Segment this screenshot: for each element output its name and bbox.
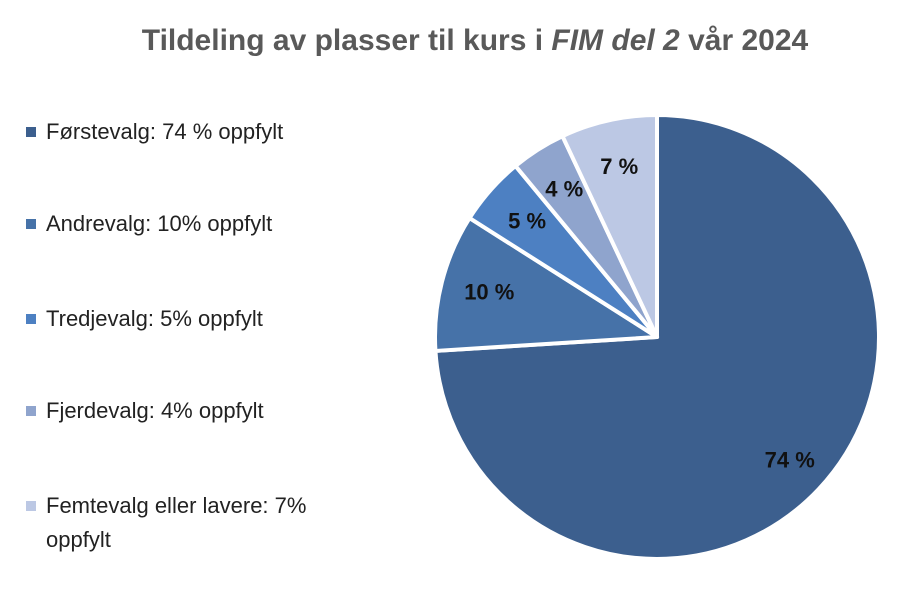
legend-swatch bbox=[26, 406, 36, 416]
legend-item: Femtevalg eller lavere: 7% oppfylt bbox=[26, 489, 346, 557]
data-label: 5 % bbox=[508, 208, 546, 233]
title-part: FIM del 2 bbox=[551, 24, 680, 57]
pie-slice bbox=[433, 216, 659, 353]
legend-swatch bbox=[26, 219, 36, 229]
title-part: vår 2024 bbox=[679, 24, 809, 57]
legend-item: Tredjevalg: 5% oppfylt bbox=[26, 302, 346, 336]
legend-label: Andrevalg: 10% oppfylt bbox=[46, 211, 273, 236]
legend-label: Førstevalg: 74 % oppfylt bbox=[46, 119, 284, 144]
legend-swatch bbox=[26, 501, 36, 511]
data-label: 7 % bbox=[600, 154, 638, 179]
data-label: 10 % bbox=[464, 280, 514, 305]
legend-label: Tredjevalg: 5% oppfylt bbox=[46, 306, 263, 331]
legend-label: Fjerdevalg: 4% oppfylt bbox=[46, 398, 264, 423]
legend-swatch bbox=[26, 127, 36, 137]
legend-item: Førstevalg: 74 % oppfylt bbox=[26, 115, 346, 149]
chart-title: Tildeling av plasser til kurs i FIM del … bbox=[0, 24, 900, 58]
legend-item: Fjerdevalg: 4% oppfylt bbox=[26, 394, 346, 428]
data-label: 4 % bbox=[545, 177, 583, 202]
data-label: 74 % bbox=[765, 447, 815, 472]
pie-slice bbox=[560, 113, 659, 339]
legend-swatch bbox=[26, 314, 36, 324]
legend-item: Andrevalg: 10% oppfylt bbox=[26, 207, 346, 241]
title-part: Tildeling av plasser til kurs i bbox=[141, 24, 552, 57]
legend-label: Femtevalg eller lavere: 7% oppfylt bbox=[46, 493, 307, 552]
